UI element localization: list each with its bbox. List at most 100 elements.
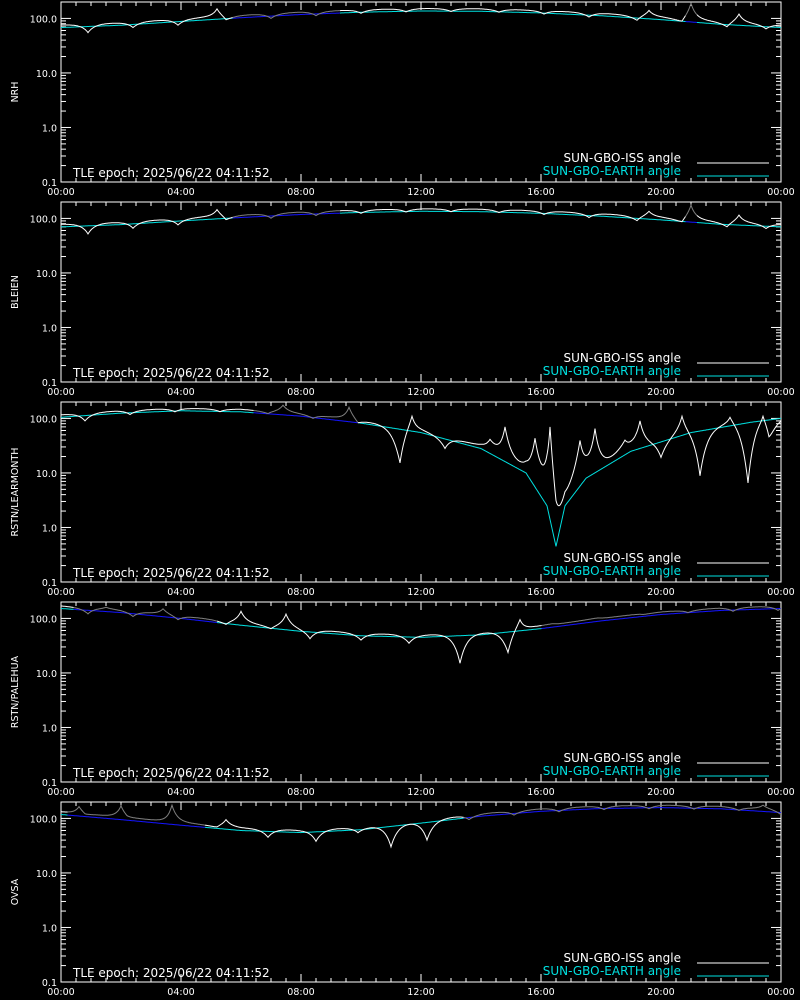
- y-tick-label: 10.0: [36, 469, 57, 480]
- iss-angle-line: [61, 7, 233, 34]
- legend-label: SUN-GBO-EARTH angle: [543, 164, 681, 178]
- y-tick-label: 100.0: [30, 414, 57, 425]
- earth-angle-line: [61, 814, 68, 816]
- x-tick-label: 08:00: [287, 787, 314, 798]
- iss-angle-line: [61, 408, 254, 422]
- legend-label: SUN-GBO-ISS angle: [564, 151, 681, 165]
- x-tick-label: 08:00: [287, 187, 314, 198]
- y-tick-label: 10.0: [36, 69, 57, 80]
- iss-angle-line: [696, 214, 781, 230]
- x-tick-label: 00:00: [767, 187, 794, 198]
- legend-label: SUN-GBO-EARTH angle: [543, 564, 681, 578]
- earth-angle-line: [685, 21, 697, 23]
- y-tick-label: 100.0: [30, 14, 57, 25]
- x-tick-label: 12:00: [407, 987, 434, 998]
- x-tick-label: 16:00: [527, 187, 554, 198]
- x-tick-label: 16:00: [527, 987, 554, 998]
- iss-angle-line: [61, 208, 233, 235]
- y-tick-label: 0.1: [42, 178, 57, 189]
- x-tick-label: 04:00: [167, 987, 194, 998]
- earth-angle-line: [340, 10, 686, 22]
- x-tick-label: 00:00: [767, 387, 794, 398]
- y-tick-label: 0.1: [42, 378, 57, 389]
- x-tick-label: 08:00: [287, 587, 314, 598]
- x-tick-label: 12:00: [407, 587, 434, 598]
- x-tick-label: 00:00: [767, 987, 794, 998]
- iss-angle-line: [696, 13, 781, 30]
- series-group: [61, 2, 781, 34]
- panel-1: 0.1 1.0 10.0 100.0 00:00 04:00 08:00 12:00 16:00…: [10, 201, 795, 398]
- panel-2: 0.1 1.0 10.0 100.0 00:00 04:00 08:00 12:00 16:00…: [10, 401, 795, 598]
- tle-epoch-label: TLE epoch: 2025/06/22 04:11:52: [72, 166, 270, 180]
- iss-angle-line: [216, 610, 542, 664]
- iss-angle-line: [73, 606, 218, 622]
- legend-label: SUN-GBO-EARTH angle: [543, 964, 681, 978]
- x-tick-label: 16:00: [527, 787, 554, 798]
- legend-label: SUN-GBO-ISS angle: [564, 751, 681, 765]
- tle-epoch-label: TLE epoch: 2025/06/22 04:11:52: [72, 766, 270, 780]
- x-tick-label: 04:00: [167, 387, 194, 398]
- x-tick-label: 04:00: [167, 187, 194, 198]
- x-tick-label: 20:00: [647, 987, 674, 998]
- series-group: [61, 203, 781, 235]
- x-tick-label: 00:00: [47, 187, 74, 198]
- iss-angle-line: [67, 803, 205, 826]
- x-tick-label: 20:00: [647, 387, 674, 398]
- y-axis-label: OVSA: [10, 878, 21, 905]
- iss-angle-line: [541, 606, 781, 626]
- y-tick-label: 100.0: [30, 214, 57, 225]
- iss-angle-line: [61, 605, 74, 608]
- y-tick-label: 1.0: [42, 523, 57, 534]
- iss-angle-line: [685, 2, 698, 16]
- earth-angle-line: [61, 608, 74, 610]
- iss-angle-line: [232, 210, 340, 219]
- iss-angle-line: [253, 404, 359, 423]
- legend-label: SUN-GBO-ISS angle: [564, 351, 681, 365]
- earth-angle-line: [696, 21, 781, 28]
- tle-epoch-label: TLE epoch: 2025/06/22 04:11:52: [72, 566, 270, 580]
- x-tick-label: 08:00: [287, 387, 314, 398]
- earth-angle-line: [696, 222, 781, 228]
- panel-4: 0.1 1.0 10.0 100.0 00:00 04:00 08:00 12:00 16:00…: [10, 801, 795, 998]
- x-tick-label: 20:00: [647, 787, 674, 798]
- y-tick-label: 100.0: [30, 814, 57, 825]
- x-tick-label: 00:00: [47, 787, 74, 798]
- legend-label: SUN-GBO-EARTH angle: [543, 764, 681, 778]
- earth-angle-line: [541, 608, 781, 630]
- y-axis-label: NRH: [10, 82, 21, 103]
- earth-angle-line: [253, 412, 359, 424]
- earth-angle-line: [204, 817, 464, 834]
- y-tick-label: 10.0: [36, 869, 57, 880]
- x-tick-label: 16:00: [527, 387, 554, 398]
- x-tick-label: 04:00: [167, 587, 194, 598]
- legend-label: SUN-GBO-ISS angle: [564, 551, 681, 565]
- y-tick-label: 1.0: [42, 323, 57, 334]
- x-tick-label: 00:00: [47, 387, 74, 398]
- x-tick-label: 16:00: [527, 587, 554, 598]
- x-tick-label: 08:00: [287, 987, 314, 998]
- iss-angle-line: [204, 816, 464, 849]
- y-axis-label: BLEIEN: [10, 275, 21, 309]
- legend-label: SUN-GBO-ISS angle: [564, 951, 681, 965]
- series-group: [61, 605, 781, 664]
- earth-angle-line: [358, 417, 781, 547]
- earth-angle-line: [61, 217, 233, 228]
- x-tick-label: 00:00: [767, 587, 794, 598]
- x-tick-label: 00:00: [47, 587, 74, 598]
- y-tick-label: 1.0: [42, 123, 57, 134]
- series-group: [61, 404, 781, 547]
- panel-0: 0.1 1.0 10.0 100.0 00:00 04:00 08:00 12:00 16:00…: [10, 1, 795, 198]
- series-group: [61, 803, 781, 849]
- y-tick-label: 0.1: [42, 978, 57, 989]
- x-tick-label: 12:00: [407, 387, 434, 398]
- earth-angle-line: [61, 17, 233, 28]
- earth-angle-line: [216, 622, 542, 638]
- legend-label: SUN-GBO-EARTH angle: [543, 364, 681, 378]
- x-tick-label: 12:00: [407, 787, 434, 798]
- y-tick-label: 0.1: [42, 778, 57, 789]
- x-tick-label: 00:00: [47, 987, 74, 998]
- x-tick-label: 12:00: [407, 187, 434, 198]
- y-tick-label: 10.0: [36, 269, 57, 280]
- x-tick-label: 20:00: [647, 587, 674, 598]
